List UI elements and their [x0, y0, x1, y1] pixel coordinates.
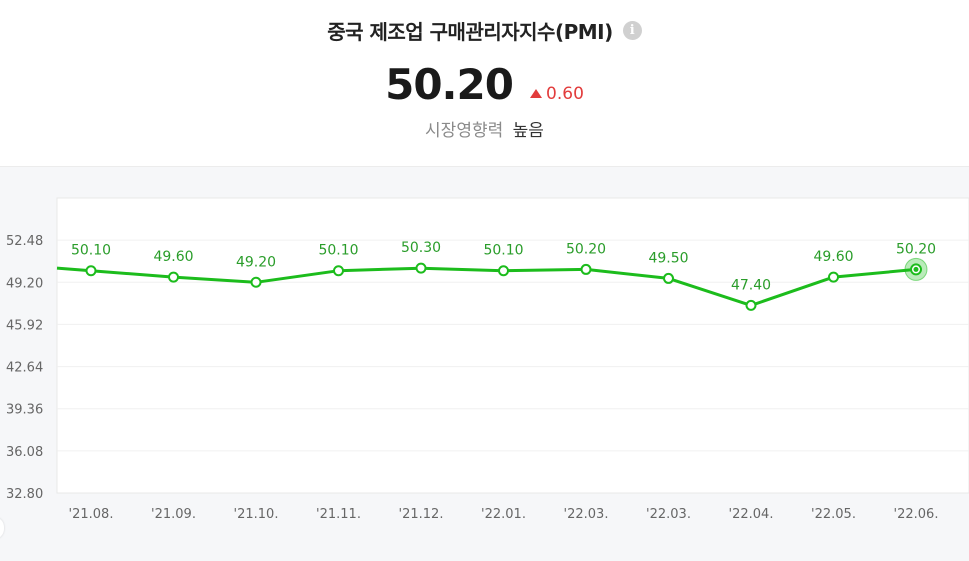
- data-point: [415, 262, 427, 274]
- current-value: 50.20: [385, 60, 514, 109]
- x-tick-label: '21.08.: [69, 507, 114, 522]
- data-point: [498, 265, 509, 277]
- y-tick-label: 42.64: [6, 361, 43, 376]
- data-label: 50.10: [483, 243, 523, 259]
- data-label: 49.50: [648, 250, 688, 266]
- x-tick-label: '22.01.: [481, 507, 526, 522]
- y-tick-label: 32.80: [6, 487, 43, 502]
- data-label: 50.30: [401, 240, 441, 256]
- y-tick-label: 39.36: [6, 403, 43, 418]
- x-tick-label: '21.09.: [151, 507, 196, 522]
- influence-row: 시장영향력 높음: [0, 116, 969, 141]
- info-icon[interactable]: i: [622, 21, 642, 40]
- influence-value: 높음: [512, 121, 544, 141]
- change-badge: 0.60: [530, 84, 584, 104]
- x-tick-label: '21.10.: [234, 507, 279, 522]
- x-tick-label: '22.04.: [729, 507, 774, 522]
- data-point: [250, 276, 262, 288]
- data-point: [580, 263, 592, 275]
- x-tick-label: '22.05.: [811, 507, 856, 522]
- data-label: 49.60: [153, 249, 193, 265]
- data-label: 50.20: [566, 241, 606, 257]
- influence-label: 시장영향력: [425, 121, 504, 141]
- data-label: 50.20: [896, 241, 936, 257]
- x-tick-label: '21.11.: [316, 507, 361, 522]
- title-row: 중국 제조업 구매관리자지수(PMI) i: [0, 16, 969, 45]
- series-line: [56, 266, 917, 307]
- plot-background: [56, 197, 969, 494]
- data-point: [663, 272, 674, 284]
- data-point-center: [913, 266, 919, 272]
- x-tick-label: '22.03.: [564, 507, 609, 522]
- data-point: [745, 299, 757, 311]
- x-tick-label: '22.03.: [646, 507, 691, 522]
- data-label: 50.10: [318, 243, 358, 259]
- y-tick-label: 49.20: [6, 276, 43, 291]
- data-point: [333, 265, 344, 277]
- value-row: 50.20 0.60: [0, 60, 969, 109]
- arrow-up-icon: [530, 89, 543, 98]
- data-point: [828, 271, 839, 283]
- data-label: 50.10: [71, 243, 111, 259]
- indicator-title: 중국 제조업 구매관리자지수(PMI): [327, 20, 613, 44]
- y-tick-label: 52.48: [6, 234, 43, 249]
- data-point: [168, 271, 179, 283]
- chart-scroll-handle[interactable]: [0, 517, 4, 539]
- change-value: 0.60: [546, 84, 584, 104]
- data-point: [85, 265, 97, 277]
- x-tick-label: '22.06.: [894, 507, 939, 522]
- x-tick-label: '21.12.: [399, 507, 444, 522]
- data-label: 47.40: [731, 277, 771, 293]
- y-tick-label: 36.08: [6, 445, 43, 460]
- indicator-header: 중국 제조업 구매관리자지수(PMI) i 50.20 0.60 시장영향력 높음: [0, 0, 969, 167]
- y-tick-label: 45.92: [6, 318, 43, 333]
- chart-area: 52.48 49.20 45.92 42.64 39.36 36.08 32.80 '21.0…: [0, 167, 969, 561]
- data-label: 49.60: [813, 249, 853, 265]
- data-label: 49.20: [236, 254, 276, 270]
- pmi-line-chart[interactable]: 52.48 49.20 45.92 42.64 39.36 36.08 32.80 '21.0…: [0, 167, 969, 561]
